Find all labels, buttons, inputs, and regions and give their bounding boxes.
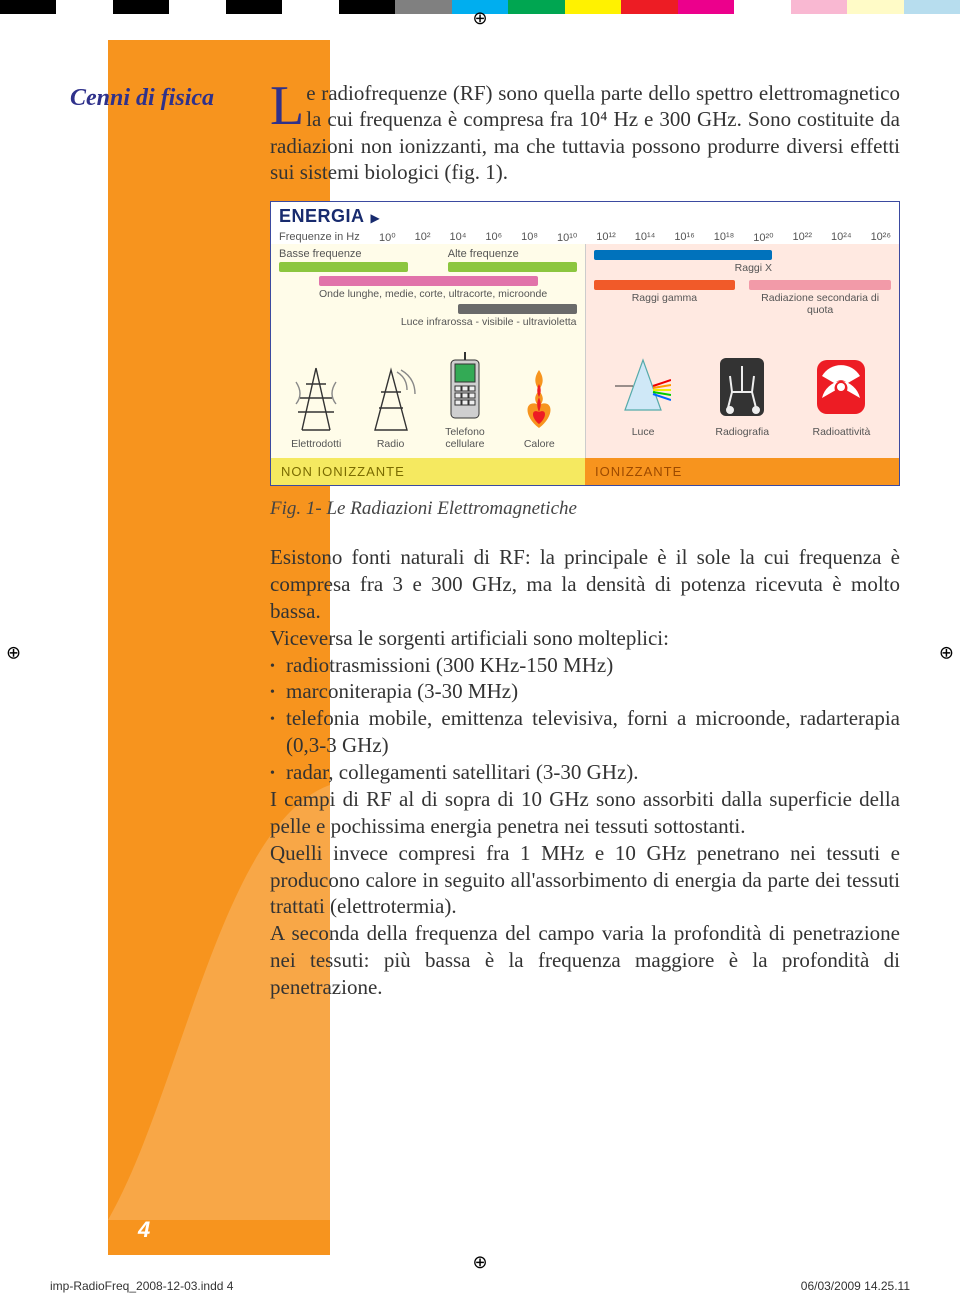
bullet-item: telefonia mobile, emittenza televisiva, …: [286, 705, 900, 759]
bar-label-alte: Alte frequenze: [448, 248, 577, 260]
icon-row-right: Luce Radiografia Radioattività: [594, 330, 892, 438]
footer-metadata: imp-RadioFreq_2008-12-03.indd 4 06/03/20…: [50, 1279, 910, 1293]
ionizing-panel: Raggi X Raggi gamma Radiazione secondari…: [586, 244, 900, 458]
band-ionizing: IONIZZANTE: [585, 458, 899, 485]
page-number: 4: [138, 1217, 150, 1243]
icon-calore: Calore: [505, 364, 573, 450]
bar-raggix: [594, 250, 773, 260]
para-natural-sources: Esistono fonti naturali di RF: la princi…: [270, 544, 900, 625]
dropcap: L: [270, 80, 306, 128]
para-artificial-intro: Viceversa le sorgenti artificiali sono m…: [270, 625, 900, 652]
icon-elettrodotti: Elettrodotti: [282, 364, 350, 450]
bar-quota: [749, 280, 891, 290]
bullet-list: radiotrasmissioni (300 KHz-150 MHz)marco…: [270, 652, 900, 786]
registration-mark-bottom: ⊕: [472, 1252, 487, 1273]
registration-mark-left: ⊕: [6, 642, 21, 663]
para-1mhz-10ghz: Quelli invece compresi fra 1 MHz e 10 GH…: [270, 840, 900, 921]
bar-alte: [448, 262, 577, 272]
bullet-item: radar, collegamenti satellitari (3-30 GH…: [286, 759, 900, 786]
band-non-ionizing: NON IONIZZANTE: [271, 458, 585, 485]
icon-luce: Luce: [609, 352, 677, 438]
footer-timestamp: 06/03/2009 14.25.11: [801, 1279, 910, 1293]
icon-telefono-cellulare: Telefono cellulare: [431, 350, 499, 450]
intro-paragraph: Le radiofrequenze (RF) sono quella parte…: [270, 80, 900, 185]
registration-mark-top: ⊕: [472, 8, 487, 29]
figure-energy-spectrum: ENERGIA ▶ Frequenze in Hz 10⁰10²10⁴10⁶10…: [270, 201, 900, 486]
bar-label-gamma: Raggi gamma: [594, 292, 736, 304]
bar-basse: [279, 262, 408, 272]
bar-label-luce: Luce infrarossa - visibile - ultraviolet…: [279, 316, 577, 328]
bar-label-basse: Basse frequenze: [279, 248, 408, 260]
icon-row-left: ElettrodottiRadioTelefono cellulareCalor…: [279, 342, 577, 450]
bar-label-quota: Radiazione secondaria di quota: [749, 292, 891, 316]
bar-gamma: [594, 280, 736, 290]
frequency-label: Frequenze in Hz: [279, 231, 379, 244]
registration-mark-right: ⊕: [939, 642, 954, 663]
content-area: Le radiofrequenze (RF) sono quella parte…: [270, 80, 900, 1001]
section-title: Cenni di fisica: [70, 85, 214, 112]
frequency-scale: Frequenze in Hz 10⁰10²10⁴10⁶10⁸10¹⁰10¹²1…: [271, 231, 899, 244]
para-above-10ghz: I campi di RF al di sopra di 10 GHz sono…: [270, 786, 900, 840]
bullet-item: radiotrasmissioni (300 KHz-150 MHz): [286, 652, 900, 679]
bar-onde: [319, 276, 538, 286]
figure-caption: Fig. 1- Le Radiazioni Elettromagnetiche: [270, 498, 900, 520]
bar-label-onde: Onde lunghe, medie, corte, ultracorte, m…: [319, 288, 577, 300]
para-penetration: A seconda della frequenza del campo vari…: [270, 920, 900, 1001]
footer-filename: imp-RadioFreq_2008-12-03.indd 4: [50, 1279, 233, 1293]
bar-luce: [458, 304, 577, 314]
non-ionizing-panel: Basse frequenze Alte frequenze Onde lung…: [271, 244, 586, 458]
icon-radiografia: Radiografia: [708, 352, 776, 438]
figure-footer-band: NON IONIZZANTE IONIZZANTE: [271, 458, 899, 485]
figure-title: ENERGIA: [279, 206, 365, 227]
bullet-item: marconiterapia (3-30 MHz): [286, 678, 900, 705]
bar-label-raggix: Raggi X: [594, 262, 773, 274]
figure-header: ENERGIA ▶: [271, 202, 899, 231]
icon-radioattività: Radioattività: [807, 352, 875, 438]
frequency-ticks: 10⁰10²10⁴10⁶10⁸10¹⁰10¹²10¹⁴10¹⁶10¹⁸10²⁰1…: [379, 231, 891, 244]
body-text: Esistono fonti naturali di RF: la princi…: [270, 544, 900, 1001]
triangle-icon: ▶: [371, 211, 380, 225]
icon-radio: Radio: [357, 364, 425, 450]
intro-text: e radiofrequenze (RF) sono quella parte …: [270, 81, 900, 184]
